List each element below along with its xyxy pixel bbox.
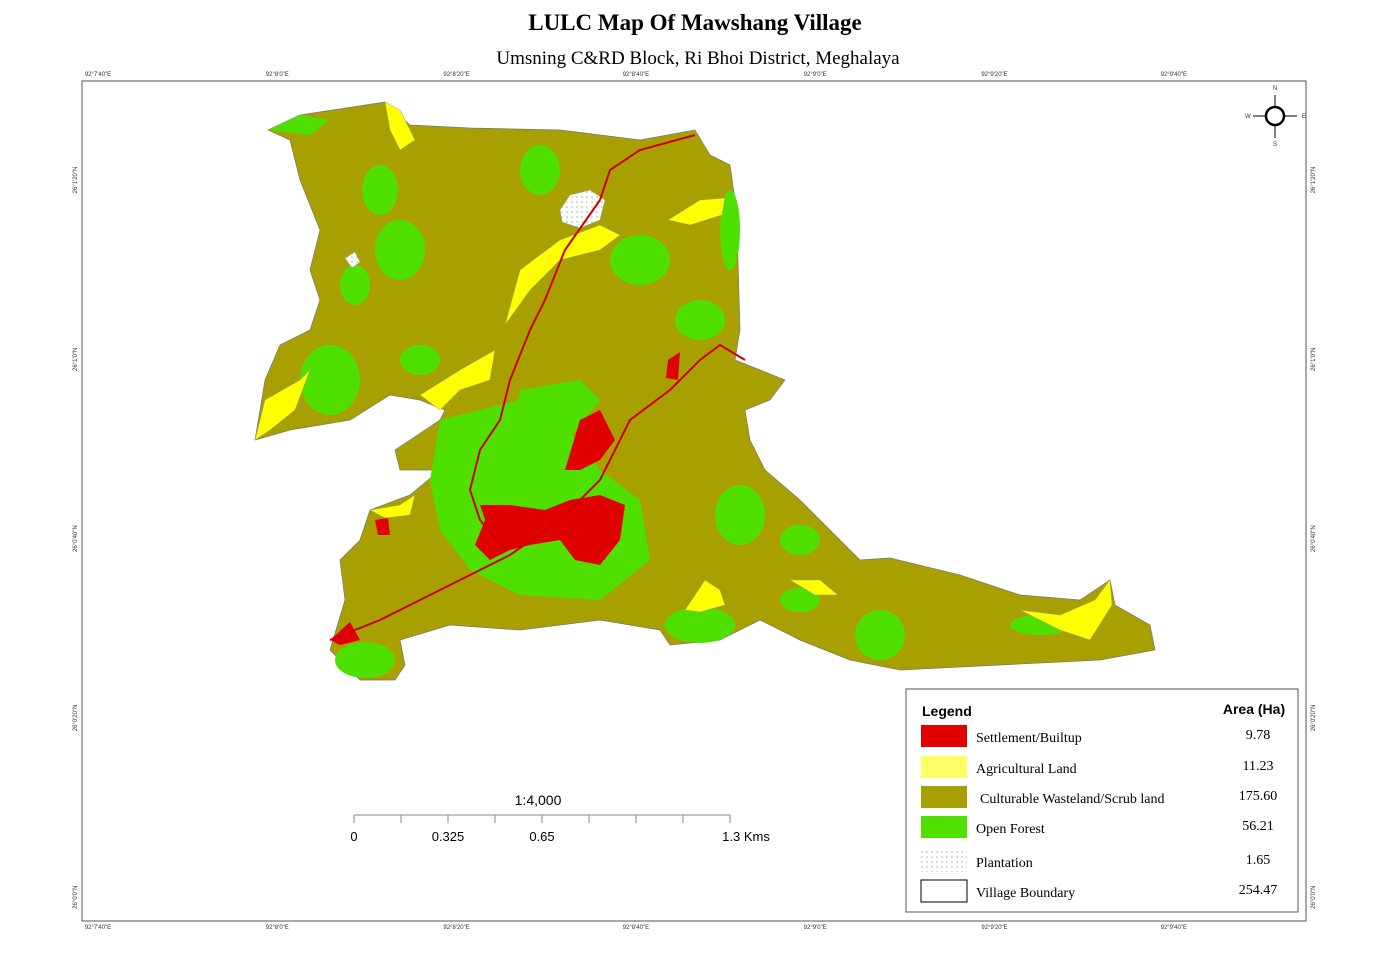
compass-s: S [1273, 142, 1277, 148]
legend-label: Plantation [976, 856, 1033, 871]
legend-label: Culturable Wasteland/Scrub land [980, 792, 1164, 807]
longitude-label: 92°8'40"E [623, 925, 649, 931]
longitude-label: 92°8'20"E [443, 72, 469, 78]
longitude-label: 92°9'20"E [981, 925, 1007, 931]
legend-box [905, 688, 1299, 913]
latitude-label: 26°0'20"N [73, 705, 79, 732]
compass: N S E W [1245, 86, 1306, 148]
agricultural-land [254, 101, 1113, 641]
longitude-label: 92°9'40"E [1161, 925, 1187, 931]
settlement [330, 352, 680, 645]
legend-title: Legend [922, 703, 972, 719]
longitude-label: 92°8'0"E [266, 72, 289, 78]
plantation [559, 189, 606, 229]
legend-area: 11.23 [1243, 759, 1274, 774]
latitude-label: 26°1'0"N [73, 348, 79, 371]
map-frame [81, 80, 1307, 922]
legend-label: Settlement/Builtup [976, 731, 1082, 746]
legend-swatch [921, 850, 967, 872]
subtitle: Umsning C&RD Block, Ri Bhoi District, Me… [496, 48, 900, 69]
longitude-label: 92°9'0"E [804, 925, 827, 931]
latitude-label: 26°1'0"N [1311, 348, 1317, 371]
compass-n: N [1273, 86, 1277, 92]
scale-label: 0.65 [529, 829, 554, 844]
longitude-label: 92°8'0"E [266, 925, 289, 931]
latitude-label: 26°0'40"N [1311, 525, 1317, 552]
land-cover [254, 101, 1156, 681]
longitude-label: 92°8'40"E [623, 72, 649, 78]
longitude-label: 92°8'20"E [443, 925, 469, 931]
scale-label: 0 [350, 829, 357, 844]
latitude-label: 26°0'0"N [73, 886, 79, 909]
latitude-label: 26°0'40"N [73, 525, 79, 552]
legend-area: 175.60 [1239, 789, 1278, 804]
compass-ring [1264, 105, 1286, 127]
longitude-label: 92°9'40"E [1161, 72, 1187, 78]
river [329, 134, 746, 641]
latitude-label: 26°0'0"N [1311, 886, 1317, 909]
legend-swatch [921, 816, 967, 838]
legend-label: Open Forest [976, 822, 1045, 837]
legend: Legend Area (Ha) [905, 688, 1299, 913]
scale-bar: 1:4,000 [353, 792, 731, 823]
legend-swatch [921, 756, 967, 778]
compass-e: E [1302, 114, 1306, 120]
legend-area: 1.65 [1246, 853, 1271, 868]
legend-area: 56.21 [1242, 819, 1274, 834]
title: LULC Map Of Mawshang Village [528, 10, 862, 35]
legend-area: 254.47 [1239, 883, 1278, 898]
latitude-label: 26°0'20"N [1311, 705, 1317, 732]
scale-label: 1.3 Kms [722, 829, 770, 844]
scale-ratio: 1:4,000 [515, 792, 562, 808]
latitude-label: 26°1'20"N [73, 167, 79, 194]
legend-swatch [921, 725, 967, 747]
longitude-label: 92°7'40"E [85, 925, 111, 931]
legend-swatch [920, 879, 968, 903]
compass-w: W [1245, 114, 1251, 120]
longitude-label: 92°9'0"E [804, 72, 827, 78]
longitude-label: 92°9'20"E [981, 72, 1007, 78]
legend-label: Agricultural Land [976, 762, 1077, 777]
legend-swatch [921, 786, 967, 808]
scale-label: 0.325 [432, 829, 465, 844]
longitude-label: 92°7'40"E [85, 72, 111, 78]
plantation-small [344, 251, 361, 269]
legend-area-header: Area (Ha) [1223, 701, 1285, 717]
latitude-label: 26°1'20"N [1311, 167, 1317, 194]
legend-label: Village Boundary [976, 886, 1075, 901]
legend-area: 9.78 [1246, 728, 1271, 743]
